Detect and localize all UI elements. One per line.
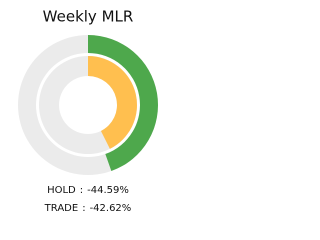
value-label: -44.59% xyxy=(87,185,129,196)
ring-bar xyxy=(88,56,137,149)
legend-entry: HOLD: -44.59% xyxy=(47,185,129,196)
legend-label: HOLD xyxy=(47,185,76,196)
legend-separator: : xyxy=(82,203,85,214)
legend-separator: : xyxy=(80,185,83,196)
legend-label: TRADE xyxy=(44,203,79,214)
value-label: -42.62% xyxy=(90,203,132,214)
chart: Weekly MLR HOLD: -44.59%TRADE: -42.62% xyxy=(18,8,159,214)
ring-bar xyxy=(88,35,158,171)
chart-title: Weekly MLR xyxy=(43,8,134,26)
legend-entry: TRADE: -42.62% xyxy=(44,203,132,214)
